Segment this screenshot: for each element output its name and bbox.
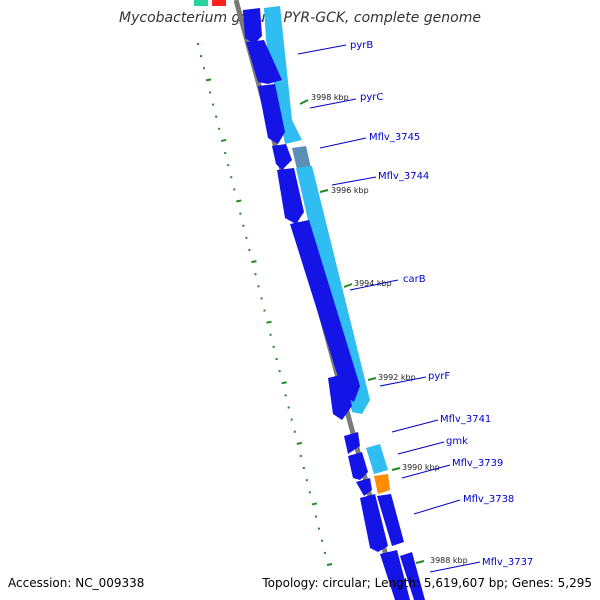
gene-mflv3737-arrow: [380, 550, 410, 600]
gene-mflv3744-arrow: [272, 144, 292, 170]
scale-ring-dot: [311, 502, 318, 506]
kbp-ticks: [299, 99, 425, 564]
kbp-tick: [343, 283, 353, 288]
gene-features: [243, 6, 425, 600]
kbp-label: 3990 kbp: [402, 463, 440, 472]
gene-label-mflv3739: Mflv_3739: [452, 458, 503, 469]
kbp-tick: [299, 99, 309, 105]
gene-pyrB-light: [264, 6, 302, 144]
kbp-label: 3988 kbp: [430, 556, 468, 565]
connector-pyrC: [309, 98, 357, 109]
connector-pyrF: [379, 376, 427, 387]
kbp-tick: [319, 189, 329, 193]
map-title: Mycobacterium gilvum PYR-GCK, complete g…: [119, 10, 481, 26]
scale-ring-dot: [326, 563, 333, 566]
scale-ring-dots: [197, 43, 333, 566]
scale-ring-dot: [296, 441, 302, 445]
gene-label-carB: carB: [403, 274, 426, 285]
gene-gmk-arrow: [348, 452, 368, 480]
genome-stats-label: Topology: circular; Length: 5,619,607 bp…: [262, 576, 592, 590]
gene-mflv3739-orange: [374, 474, 390, 494]
kbp-label: 3996 kbp: [331, 186, 369, 195]
gene-carB-light: [296, 166, 370, 414]
gene-mflv3745-arrow: [258, 84, 285, 144]
legend-swatch-red: [212, 0, 226, 6]
gene-label-mflv3745: Mflv_3745: [369, 132, 420, 143]
gene-mflv3738-arrow: [360, 494, 388, 552]
kbp-tick: [415, 560, 425, 564]
gene-label-mflv3741: Mflv_3741: [440, 414, 491, 425]
gene-label-mflv3738: Mflv_3738: [463, 494, 514, 505]
connector-mflv3744: [331, 176, 377, 186]
kbp-tick: [391, 467, 401, 471]
scale-ring-dot: [266, 320, 272, 324]
connector-carB: [349, 279, 399, 291]
gene-label-mflv3737: Mflv_3737: [482, 557, 533, 568]
kbp-tick: [367, 377, 377, 381]
scale-ring-dot: [281, 381, 287, 385]
gene-mflv3737-light: [400, 552, 425, 600]
gene-label-gmk: gmk: [446, 436, 468, 447]
scale-ring-dot: [236, 199, 242, 203]
scale-ring-dot: [220, 138, 227, 142]
gene-mflv3741-arrow: [344, 432, 360, 454]
connector-mflv3741: [391, 419, 439, 433]
gene-label-pyrC: pyrC: [360, 92, 383, 103]
connector-mflv3745: [319, 137, 367, 149]
gene-mflv3739-arrow: [356, 478, 372, 496]
accession-label: Accession: NC_009338: [8, 576, 145, 590]
legend-swatch-teal: [194, 0, 208, 6]
connector-mflv3738: [413, 499, 461, 515]
gene-gmk-light: [366, 444, 388, 474]
connector-mflv3739: [401, 464, 451, 479]
kbp-label: 3994 kbp: [354, 279, 392, 288]
gene-label-mflv3744: Mflv_3744: [378, 171, 429, 182]
gene-mflv3738-light: [377, 494, 404, 546]
scale-ring-dot: [205, 78, 212, 82]
kbp-label: 3992 kbp: [378, 373, 416, 382]
connector-pyrB: [297, 44, 347, 55]
gene-pyrC-arrow: [246, 40, 282, 84]
scale-ring-dot: [251, 260, 257, 264]
gene-pyrF-arrow: [328, 374, 352, 420]
gene-label-connectors: [297, 44, 481, 573]
gene-carB-main: [290, 220, 360, 402]
connector-mflv3737: [429, 561, 481, 573]
gene-label-pyrB: pyrB: [350, 40, 373, 51]
gene-pyrB-arrow: [243, 8, 262, 44]
gene-label-pyrF: pyrF: [428, 371, 450, 382]
connector-gmk: [397, 441, 445, 455]
kbp-label: 3998 kbp: [311, 93, 349, 102]
gene-carB-arrow: [277, 168, 304, 224]
